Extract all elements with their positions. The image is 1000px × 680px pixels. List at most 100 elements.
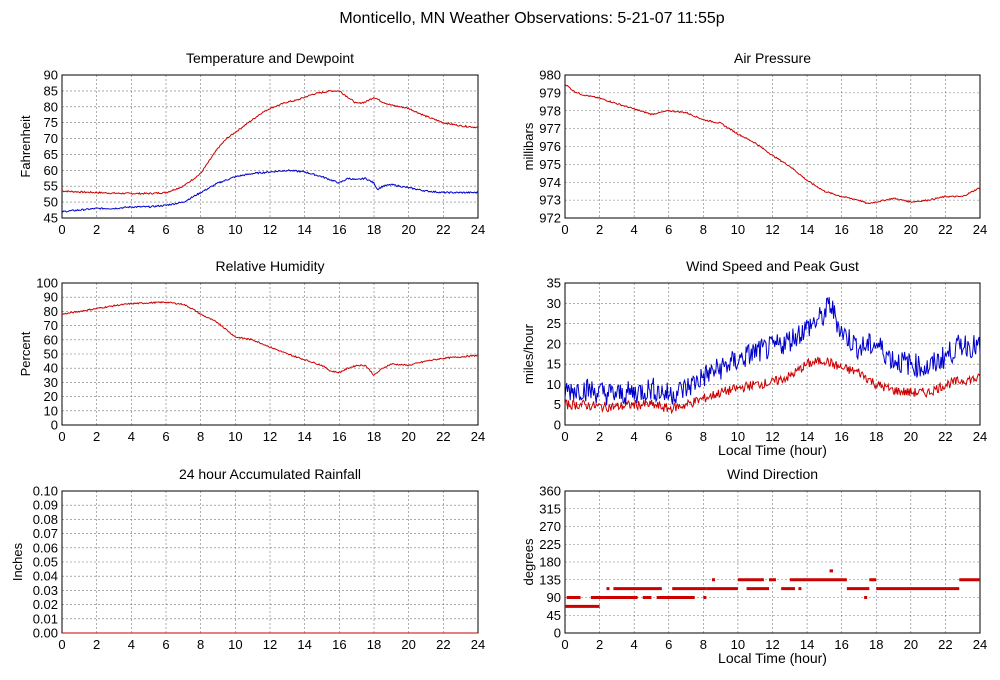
y-axis-label: Inches — [10, 542, 25, 581]
chart-title: Temperature and Dewpoint — [186, 50, 354, 66]
y-tick-label: 100 — [36, 276, 58, 291]
wind-direction-mark — [829, 569, 834, 573]
plot-frame — [564, 74, 981, 219]
x-tick-label: 20 — [904, 429, 918, 444]
x-tick-label: 14 — [297, 637, 311, 652]
x-tick-label: 2 — [93, 429, 100, 444]
x-tick-label: 18 — [367, 222, 381, 237]
y-axis-label: miles/hour — [521, 323, 536, 384]
series-line-pressure — [564, 83, 981, 205]
y-axis-label: Percent — [18, 331, 33, 376]
plot-frame — [564, 282, 981, 426]
y-tick-label: 315 — [539, 501, 561, 516]
y-tick-label: 0.02 — [33, 597, 58, 612]
x-tick-label: 4 — [631, 637, 638, 652]
plot-frame — [564, 490, 981, 634]
x-tick-label: 16 — [332, 222, 346, 237]
wind-direction-mark — [613, 587, 662, 591]
y-tick-label: 60 — [44, 163, 58, 178]
wind-direction-mark — [737, 578, 764, 582]
wind-direction-mark — [603, 596, 626, 599]
x-tick-label: 2 — [596, 637, 603, 652]
wind-direction-mark — [769, 578, 776, 582]
x-tick-label: 12 — [765, 637, 779, 652]
x-tick-label: 2 — [93, 222, 100, 237]
y-tick-label: 270 — [539, 519, 561, 534]
y-axis-label: Fahrenheit — [18, 115, 33, 178]
x-axis-label: Local Time (hour) — [718, 442, 827, 458]
x-tick-label: 12 — [263, 637, 277, 652]
wind-direction-mark — [746, 587, 770, 591]
x-tick-label: 24 — [471, 429, 485, 444]
x-tick-label: 18 — [367, 429, 381, 444]
y-tick-label: 0.07 — [33, 526, 58, 541]
x-tick-label: 20 — [401, 637, 415, 652]
y-tick-label: 360 — [539, 484, 561, 499]
wind-direction-mark — [781, 587, 795, 591]
y-tick-label: 180 — [539, 555, 561, 570]
y-tick-label: 90 — [44, 290, 58, 305]
y-tick-label: 0 — [554, 418, 561, 433]
x-tick-label: 20 — [401, 222, 415, 237]
plot-frame — [61, 74, 479, 219]
x-tick-label: 18 — [869, 637, 883, 652]
y-tick-label: 225 — [539, 537, 561, 552]
series-line-dewpoint — [61, 168, 479, 213]
x-tick-label: 10 — [731, 429, 745, 444]
y-tick-label: 0.10 — [33, 484, 58, 499]
y-tick-label: 60 — [44, 332, 58, 347]
y-tick-label: 0 — [51, 418, 58, 433]
x-tick-label: 4 — [128, 637, 135, 652]
y-tick-label: 976 — [539, 139, 561, 154]
x-tick-label: 16 — [834, 637, 848, 652]
x-tick-label: 6 — [665, 637, 672, 652]
wind-direction-mark — [869, 578, 877, 582]
x-tick-label: 22 — [436, 637, 450, 652]
x-tick-label: 10 — [228, 429, 242, 444]
wind-direction-mark — [706, 587, 738, 591]
x-tick-label: 0 — [561, 222, 568, 237]
y-tick-label: 70 — [44, 131, 58, 146]
x-tick-label: 10 — [228, 637, 242, 652]
x-tick-label: 6 — [162, 222, 169, 237]
y-tick-label: 45 — [547, 608, 561, 623]
x-tick-label: 6 — [162, 637, 169, 652]
y-tick-label: 972 — [539, 211, 561, 226]
x-tick-label: 2 — [596, 222, 603, 237]
x-tick-label: 14 — [800, 429, 814, 444]
y-tick-label: 55 — [44, 179, 58, 194]
x-tick-label: 24 — [973, 637, 987, 652]
x-tick-label: 12 — [765, 222, 779, 237]
x-tick-label: 4 — [631, 222, 638, 237]
x-tick-label: 8 — [700, 429, 707, 444]
chart-title: Relative Humidity — [216, 258, 325, 274]
wind-direction-mark — [565, 604, 600, 608]
x-tick-label: 24 — [471, 222, 485, 237]
y-tick-label: 0.04 — [33, 569, 58, 584]
y-tick-label: 974 — [539, 175, 561, 190]
wind-direction-mark — [846, 587, 870, 591]
y-tick-label: 0.03 — [33, 583, 58, 598]
x-tick-label: 10 — [731, 637, 745, 652]
x-tick-label: 18 — [367, 637, 381, 652]
x-tick-label: 0 — [561, 637, 568, 652]
y-tick-label: 980 — [539, 68, 561, 83]
y-axis-label: millibars — [521, 122, 536, 170]
x-tick-label: 24 — [973, 429, 987, 444]
wind-direction-mark — [711, 578, 715, 582]
x-tick-label: 20 — [904, 637, 918, 652]
x-tick-label: 12 — [263, 222, 277, 237]
x-tick-label: 22 — [938, 429, 952, 444]
y-tick-label: 0 — [554, 626, 561, 641]
y-tick-label: 50 — [44, 347, 58, 362]
y-tick-label: 80 — [44, 304, 58, 319]
chart-title: Wind Direction — [727, 466, 818, 482]
y-tick-label: 0.00 — [33, 626, 58, 641]
y-tick-label: 977 — [539, 121, 561, 136]
y-tick-label: 15 — [547, 357, 561, 372]
y-tick-label: 135 — [539, 572, 561, 587]
